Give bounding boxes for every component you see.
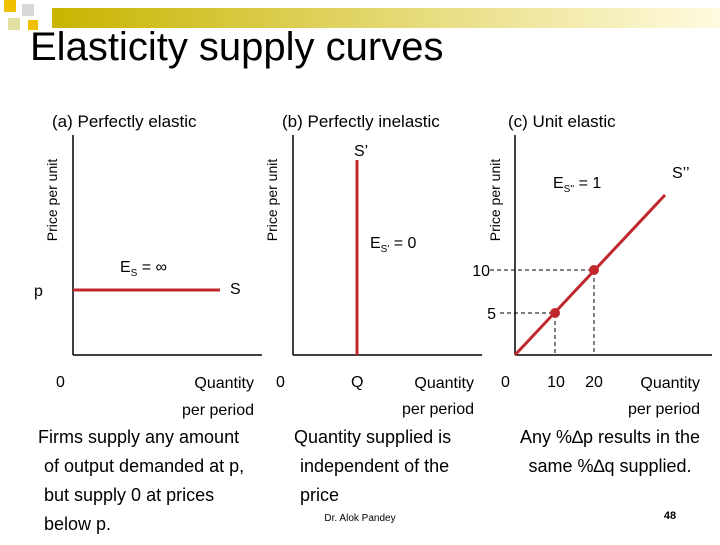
panel-label: (b) Perfectly inelastic — [282, 112, 440, 131]
panel-label: (c) Unit elastic — [508, 112, 616, 131]
quantity-label: Q — [351, 374, 363, 391]
price-tick: 10 — [472, 263, 490, 280]
caption: of output demanded at p, — [44, 456, 244, 476]
caption: price — [300, 485, 339, 505]
header-bar — [52, 8, 720, 28]
x-axis-label: Quantity — [640, 375, 700, 392]
price-label: p — [34, 283, 43, 300]
caption: but supply 0 at prices — [44, 485, 214, 505]
curve-label: S — [230, 281, 241, 298]
point — [550, 308, 560, 318]
x-axis-label: Quantity — [414, 375, 474, 392]
curve-label: S’’ — [672, 165, 690, 182]
quantity-tick: 10 — [547, 374, 565, 391]
origin-label: 0 — [501, 374, 510, 391]
caption: Firms supply any amount — [38, 427, 239, 447]
x-axis-label: per period — [402, 401, 474, 418]
supply-curve — [513, 193, 667, 357]
y-axis-label: Price per unit — [264, 159, 280, 242]
caption: independent of the — [300, 456, 449, 476]
caption: below p. — [44, 514, 111, 534]
elasticity-label: ES'' = 1 — [553, 175, 601, 195]
x-axis-label: per period — [628, 401, 700, 418]
point — [589, 265, 599, 275]
caption: same %∆q supplied. — [528, 456, 691, 476]
caption: Any %∆p results in the — [520, 427, 700, 447]
caption: Quantity supplied is — [294, 427, 451, 447]
y-axis-label: Price per unit — [487, 159, 503, 242]
origin-label: 0 — [56, 374, 65, 391]
elasticity-label: ES' = 0 — [370, 235, 417, 255]
page-number: 48 — [664, 510, 676, 522]
y-axis-label: Price per unit — [44, 159, 60, 242]
quantity-tick: 20 — [585, 374, 603, 391]
price-tick: 5 — [487, 306, 496, 323]
title: Elasticity supply curves — [30, 25, 443, 69]
panel-label: (a) Perfectly elastic — [52, 112, 197, 131]
x-axis-label: Quantity — [194, 375, 254, 392]
author: Dr. Alok Pandey — [324, 513, 395, 524]
elasticity-label: ES = ∞ — [120, 259, 167, 279]
guide-lines — [490, 269, 595, 355]
decor-squares — [4, 0, 38, 30]
origin-label: 0 — [276, 374, 285, 391]
curve-label: S’ — [354, 143, 368, 160]
x-axis-label: per period — [182, 402, 254, 419]
